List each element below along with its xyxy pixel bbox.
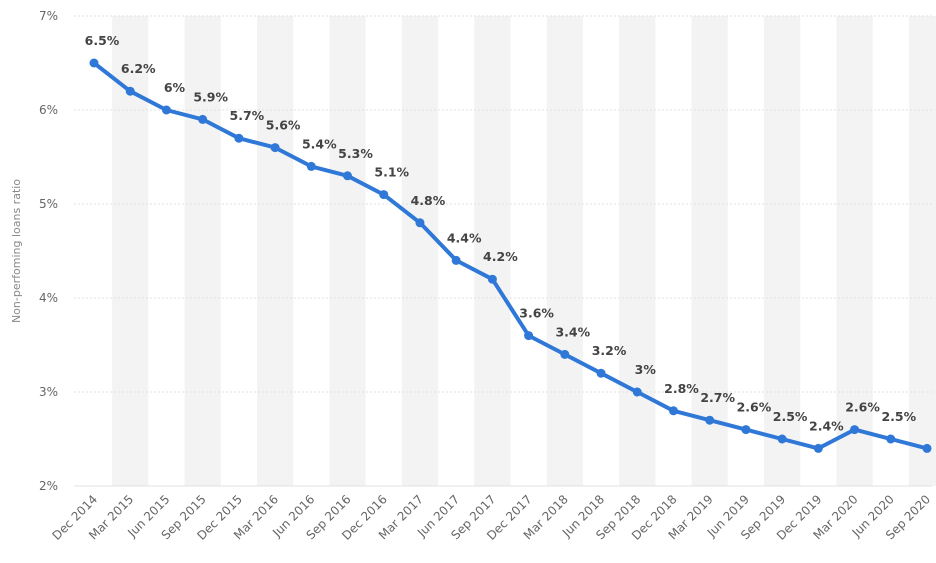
data-label: 2.6% (845, 400, 880, 415)
data-point (850, 425, 860, 435)
data-label: 3.2% (592, 343, 627, 358)
data-point (668, 406, 678, 416)
data-label: 4.8% (411, 193, 446, 208)
data-label: 5.7% (230, 108, 265, 123)
data-label: 6% (164, 80, 186, 95)
data-points (89, 58, 932, 453)
data-point (343, 171, 353, 181)
data-point (886, 434, 896, 444)
data-label: 3.6% (519, 306, 554, 321)
column-band (112, 16, 149, 486)
column-band (691, 16, 728, 486)
data-label: 5.9% (193, 89, 228, 104)
data-point (560, 349, 570, 359)
data-point (234, 133, 244, 143)
data-point (161, 105, 171, 115)
column-bands (112, 16, 936, 486)
data-point (524, 331, 534, 341)
data-point (306, 161, 316, 171)
column-band (256, 16, 294, 486)
column-band (401, 16, 439, 486)
column-band (474, 16, 511, 486)
series-line (92, 61, 929, 451)
data-label: 2.5% (881, 409, 916, 424)
data-label: 4.2% (483, 249, 518, 264)
data-label: 2.7% (700, 390, 735, 405)
data-label: 5.3% (338, 146, 373, 161)
data-point (415, 218, 425, 228)
data-label: 5.6% (266, 118, 301, 133)
data-point (705, 415, 715, 425)
column-band (908, 16, 936, 486)
data-label: 6.5% (85, 33, 120, 48)
data-label: 4.4% (447, 230, 482, 245)
data-point (813, 443, 823, 453)
column-band (546, 16, 583, 486)
data-label: 3.4% (555, 324, 590, 339)
column-band (184, 16, 221, 486)
data-label: 3% (635, 362, 657, 377)
data-point (596, 368, 606, 378)
data-point (777, 434, 787, 444)
data-point (487, 274, 497, 284)
data-label: 6.2% (121, 61, 156, 76)
y-tick-label: 2% (39, 479, 58, 493)
data-point (198, 114, 208, 124)
data-point (632, 387, 642, 397)
y-tick-label: 5% (39, 197, 58, 211)
data-point (922, 443, 932, 453)
data-point (741, 425, 751, 435)
data-label: 2.5% (773, 409, 808, 424)
column-band (329, 16, 366, 486)
data-point (270, 143, 280, 153)
column-band (836, 16, 873, 486)
y-tick-label: 7% (39, 9, 58, 23)
data-label: 5.4% (302, 136, 337, 151)
y-axis-ticks: 2% 3% 4% 5% 6% 7% (39, 9, 58, 493)
column-band (764, 16, 801, 486)
y-tick-label: 4% (39, 291, 58, 305)
y-tick-label: 6% (39, 103, 58, 117)
data-labels: 6.5%6.2% 6% 5.9%5.7%5.6%5.4%5.3%5.1%4.8% 4.… (85, 33, 917, 433)
data-point (125, 86, 135, 96)
data-label: 2.6% (737, 400, 772, 415)
data-point (89, 58, 99, 68)
data-point (451, 255, 461, 265)
data-point (379, 190, 389, 200)
data-label: 5.1% (374, 165, 409, 180)
y-axis-label: Non-perfoming loans ratio (10, 179, 23, 323)
y-tick-label: 3% (39, 385, 58, 399)
data-label: 2.8% (664, 381, 699, 396)
column-band (619, 16, 656, 486)
data-label: 2.4% (809, 418, 844, 433)
